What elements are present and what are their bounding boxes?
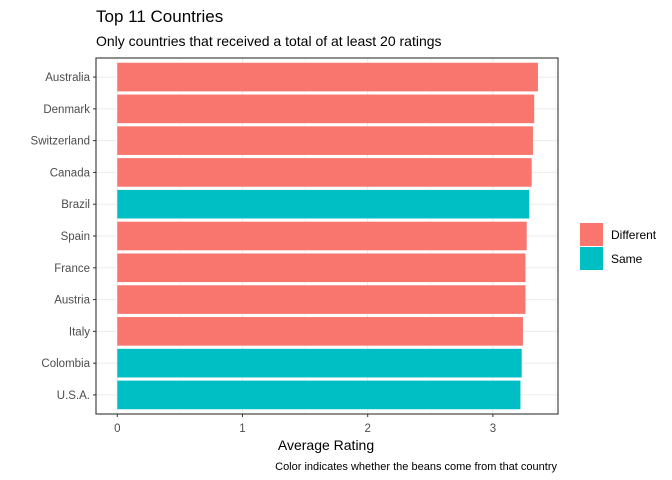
- legend-swatch: [580, 223, 603, 246]
- chart-subtitle: Only countries that received a total of …: [96, 33, 442, 49]
- legend: Different Same: [580, 223, 657, 270]
- bar: [117, 285, 526, 314]
- x-axis-ticks: 0 1 2 3: [114, 414, 496, 435]
- y-tick-label: Denmark: [43, 104, 90, 116]
- bar: [117, 348, 522, 378]
- y-tick-label: Australia: [45, 72, 90, 84]
- bar: [117, 158, 532, 187]
- y-axis-ticks: Australia Denmark Switzerland Canada Brazil S…: [31, 72, 96, 402]
- y-tick-label: Switzerland: [31, 136, 90, 148]
- legend-label: Same: [611, 252, 643, 266]
- chart-title: Top 11 Countries: [96, 7, 223, 26]
- y-tick-label: Brazil: [61, 199, 90, 211]
- y-tick-label: Canada: [50, 167, 91, 179]
- y-tick-label: U.S.A.: [57, 390, 90, 402]
- x-axis-title: Average Rating: [278, 437, 374, 453]
- bar: [117, 253, 526, 283]
- x-tick-label: 0: [114, 423, 120, 435]
- y-tick-label: Spain: [61, 231, 90, 243]
- y-tick-label: Austria: [54, 295, 90, 307]
- y-tick-label: Italy: [69, 326, 90, 338]
- bar: [117, 221, 527, 251]
- chart-caption: Color indicates whether the beans come f…: [275, 461, 557, 473]
- x-tick-label: 2: [364, 423, 370, 435]
- bar: [117, 380, 521, 410]
- bar: [117, 62, 538, 92]
- bar: [117, 189, 530, 219]
- y-tick-label: Colombia: [41, 358, 90, 370]
- legend-label: Different: [611, 228, 657, 242]
- legend-swatch: [580, 247, 603, 270]
- bar: [117, 317, 523, 346]
- bar: [117, 126, 533, 155]
- x-tick-label: 1: [239, 423, 245, 435]
- x-tick-label: 3: [490, 423, 496, 435]
- y-tick-label: France: [54, 263, 90, 275]
- bar: [117, 94, 535, 124]
- bars: [117, 62, 538, 410]
